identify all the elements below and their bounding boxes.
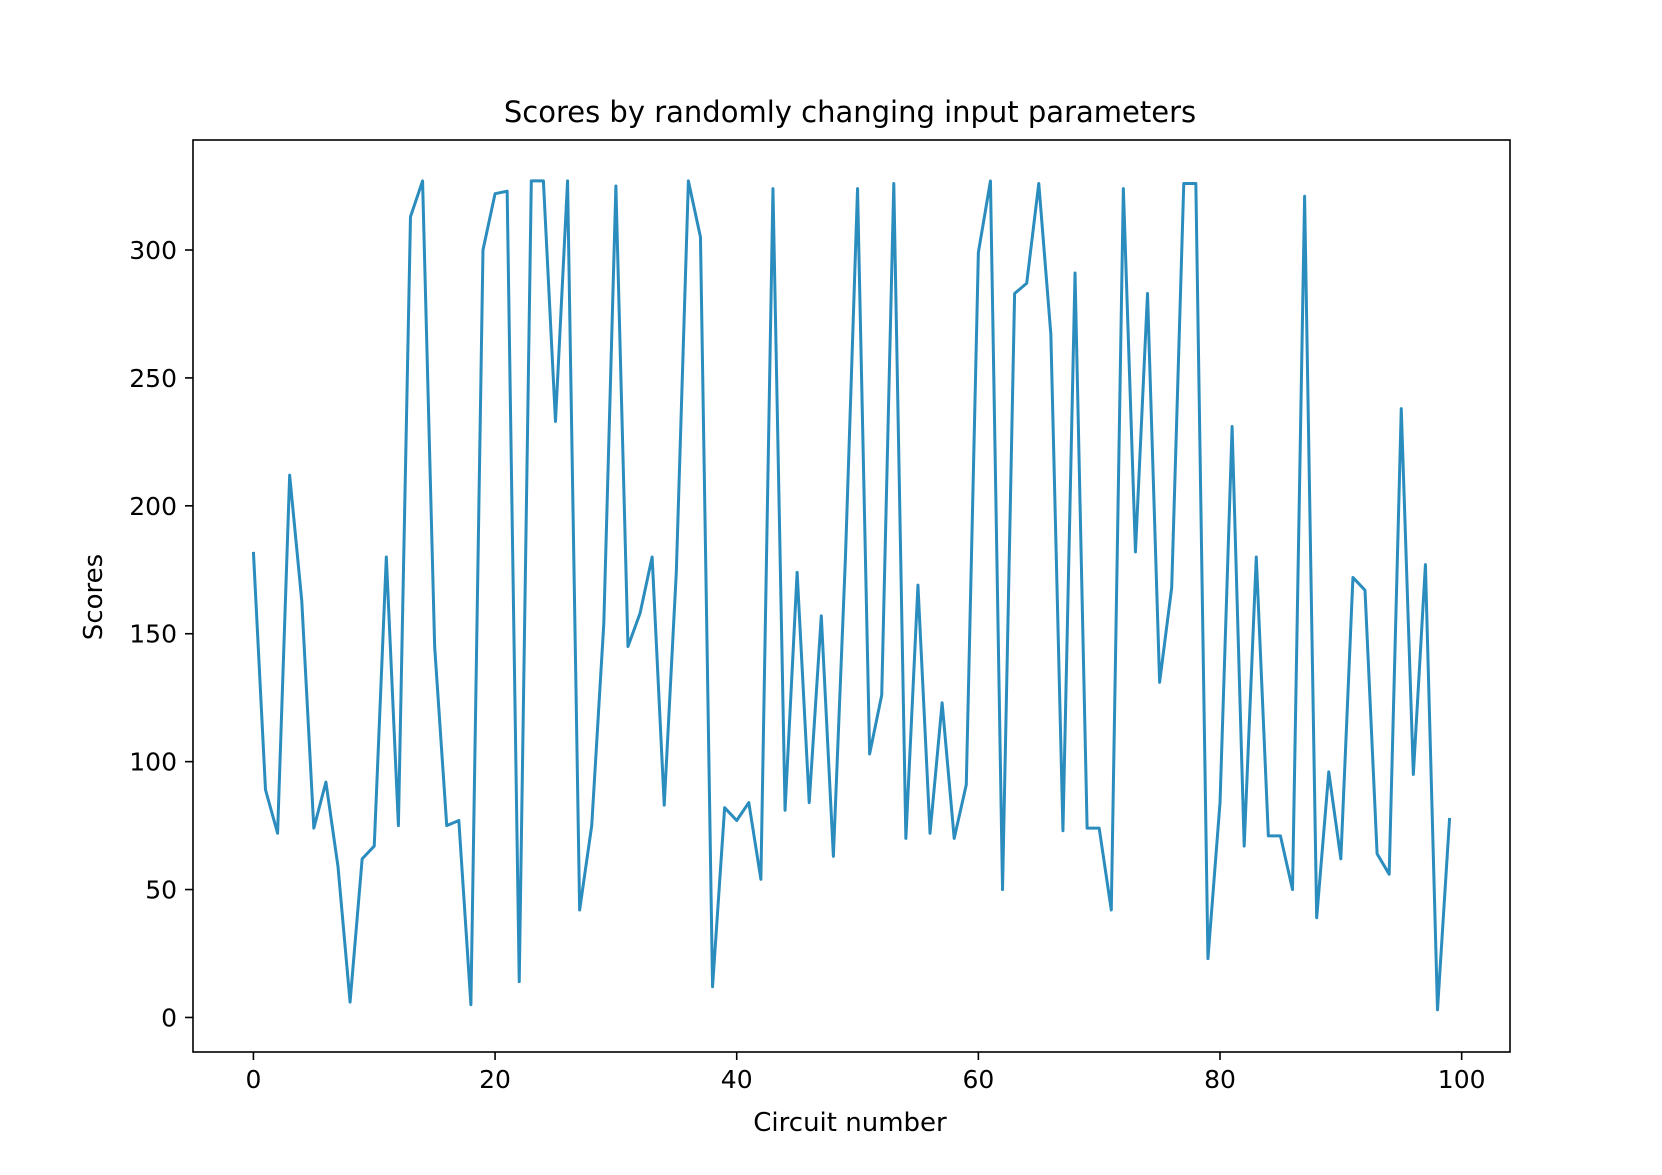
chart-title: Scores by randomly changing input parame… xyxy=(504,95,1196,129)
y-axis: 0 50 100 150 200 250 300 xyxy=(129,236,193,1032)
series-line xyxy=(251,179,1452,1012)
x-tick-label: 0 xyxy=(245,1065,261,1094)
y-axis-label: Scores xyxy=(79,554,109,640)
x-axis: 0 20 40 60 80 100 xyxy=(245,1052,1486,1094)
x-tick-label: 60 xyxy=(962,1065,994,1094)
x-tick-label: 80 xyxy=(1204,1065,1236,1094)
y-tick-label: 50 xyxy=(145,876,177,905)
y-tick-label: 0 xyxy=(161,1003,177,1032)
plot-area xyxy=(251,179,1452,1012)
x-tick-label: 40 xyxy=(721,1065,753,1094)
y-tick-label: 300 xyxy=(129,236,177,265)
y-tick-label: 200 xyxy=(129,492,177,521)
y-tick-label: 250 xyxy=(129,364,177,393)
x-axis-label: Circuit number xyxy=(753,1108,947,1138)
plot-frame xyxy=(192,139,1511,1053)
x-tick-label: 20 xyxy=(479,1065,511,1094)
x-tick-label: 100 xyxy=(1438,1065,1486,1094)
y-tick-label: 150 xyxy=(129,620,177,649)
y-tick-label: 100 xyxy=(129,748,177,777)
